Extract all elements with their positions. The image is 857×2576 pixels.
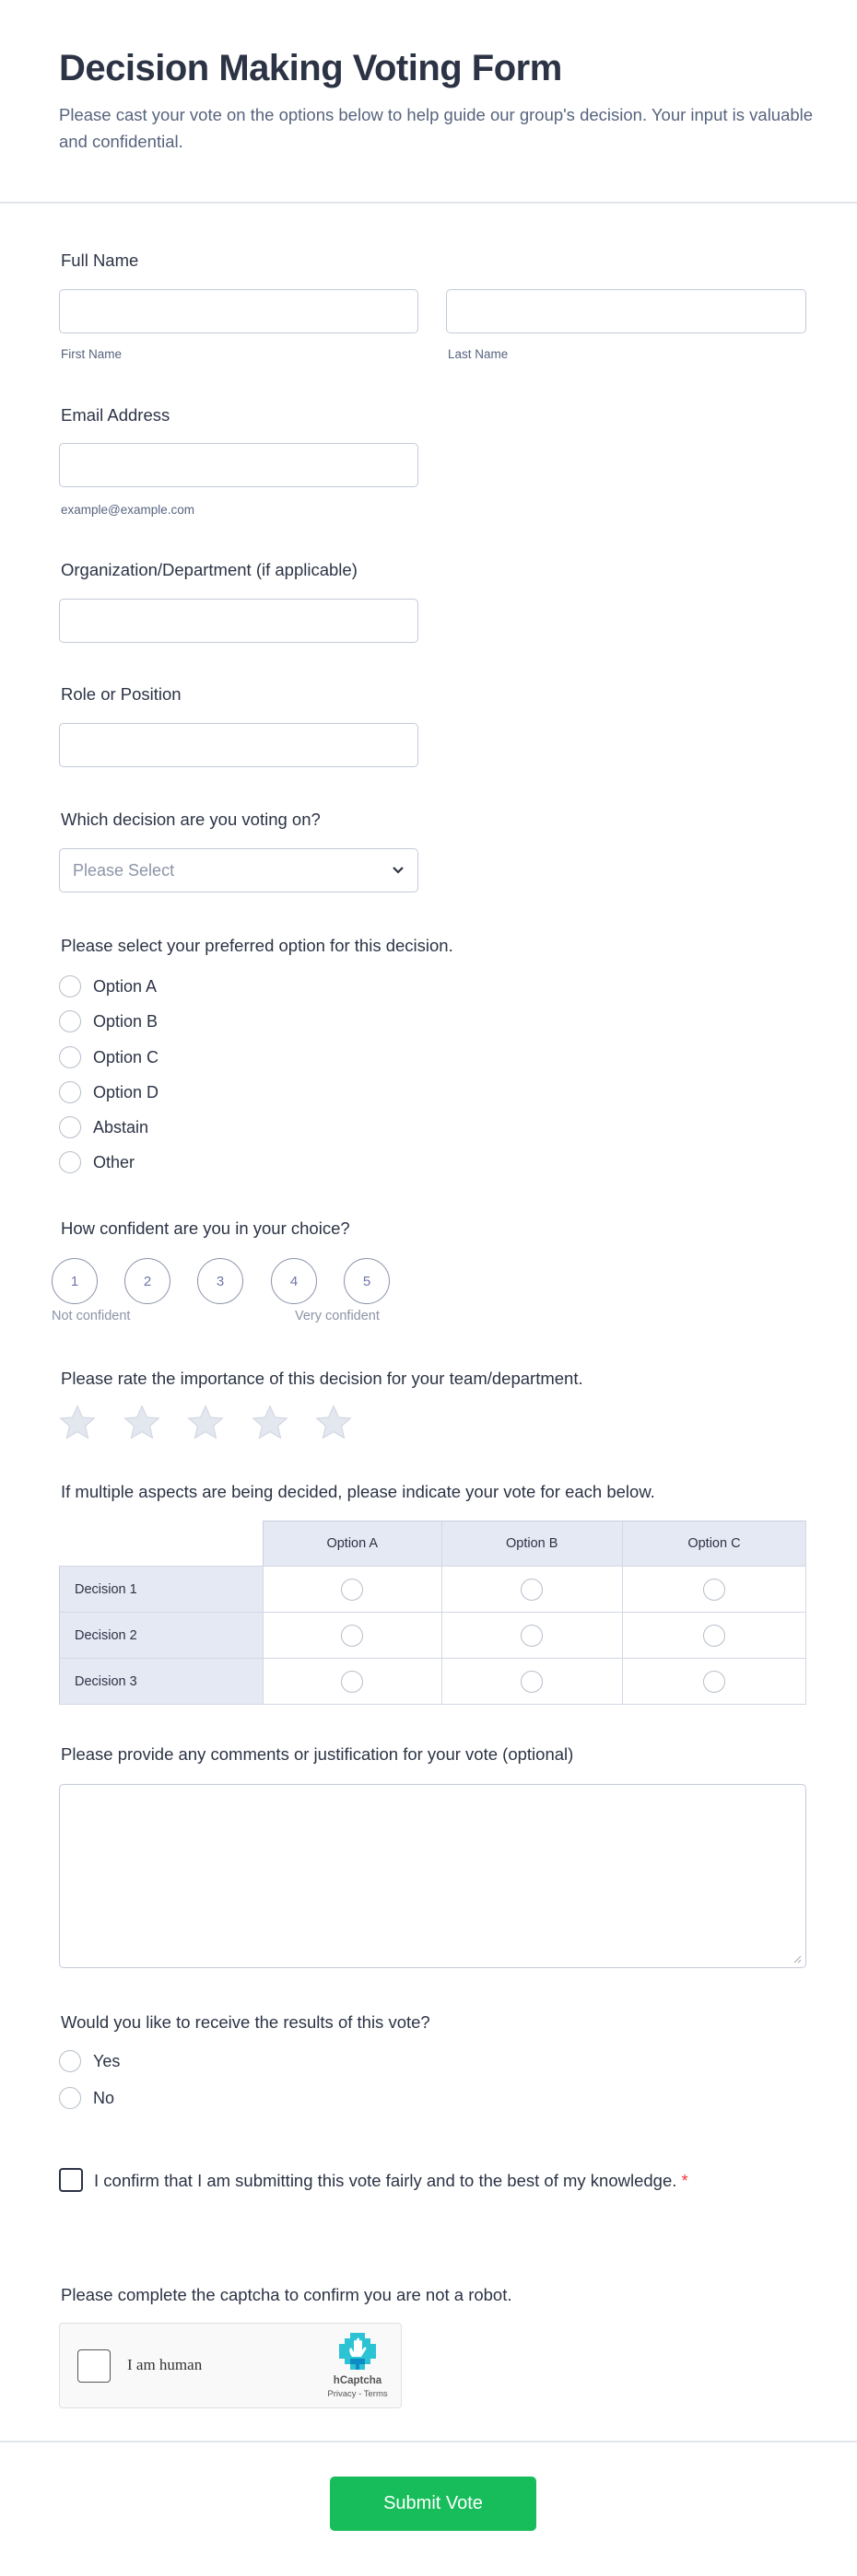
decision-select[interactable]: Please Select [59,848,418,892]
preferred-option[interactable]: Option B [59,1010,158,1032]
option-label: No [93,2088,115,2107]
matrix-radio[interactable] [702,1578,725,1601]
radio-circle[interactable] [59,1151,81,1173]
chevron-down-icon [393,867,404,874]
org-input[interactable] [59,599,418,643]
option-label: Yes [93,2051,121,2070]
preferred-option[interactable]: Option D [59,1081,158,1103]
email-sublabel: example@example.com [61,503,195,517]
importance-label: Please rate the importance of this decis… [61,1369,583,1388]
radio-circle[interactable] [59,1046,81,1068]
comments-textarea[interactable] [59,1784,806,1968]
star-icon[interactable] [123,1404,161,1442]
role-label: Role or Position [61,684,182,704]
matrix-label: If multiple aspects are being decided, p… [61,1482,655,1501]
org-label: Organization/Department (if applicable) [61,560,358,579]
scale-option-3[interactable]: 3 [197,1258,243,1304]
matrix-row-header: Decision 1 [59,1567,264,1613]
option-label: Option C [93,1047,159,1067]
star-icon[interactable] [186,1404,225,1442]
captcha-checkbox[interactable] [77,2349,111,2383]
decision-select-value: Please Select [73,860,175,880]
preferred-option[interactable]: Abstain [59,1116,148,1138]
results-label: Would you like to receive the results of… [61,2012,430,2032]
required-asterisk: * [681,2171,688,2190]
preferred-option[interactable]: Other [59,1151,135,1173]
confirm-label: I confirm that I am submitting this vote… [94,2171,677,2190]
scale-option-2[interactable]: 2 [124,1258,170,1304]
star-icon[interactable] [314,1404,353,1442]
hcaptcha-links[interactable]: Privacy - Terms [327,2389,388,2399]
preferred-option[interactable]: Option C [59,1046,158,1068]
radio-circle[interactable] [59,1081,81,1103]
option-label: Option A [93,976,158,996]
page-title: Decision Making Voting Form [59,48,562,88]
scale-option-5[interactable]: 5 [344,1258,390,1304]
radio-circle[interactable] [59,1116,81,1138]
matrix-radio[interactable] [341,1624,364,1647]
radio-circle[interactable] [59,1010,81,1032]
matrix-corner [59,1521,264,1567]
radio-circle[interactable] [59,975,81,997]
results-option-yes[interactable]: Yes [59,2050,120,2072]
matrix-radio[interactable] [702,1624,725,1647]
preferred-label: Please select your preferred option for … [61,936,453,955]
hcaptcha-logo-icon [339,2333,376,2370]
option-label: Option B [93,1011,158,1031]
comments-label: Please provide any comments or justifica… [61,1744,574,1764]
star-icon[interactable] [58,1404,97,1442]
hcaptcha-brand: hCaptcha [333,2375,382,2386]
matrix-column-header: Option C [622,1521,806,1567]
divider [0,202,857,204]
decision-label: Which decision are you voting on? [61,810,321,829]
matrix-radio[interactable] [521,1624,544,1647]
confidence-label: How confident are you in your choice? [61,1218,350,1238]
submit-button[interactable]: Submit Vote [330,2477,536,2531]
first-name-sublabel: First Name [61,347,123,361]
role-input[interactable] [59,723,418,767]
captcha-checkbox-label: I am human [127,2356,203,2373]
results-option-no[interactable]: No [59,2087,114,2109]
full-name-label: Full Name [61,251,139,270]
scale-option-1[interactable]: 1 [52,1258,98,1304]
matrix-radio[interactable] [341,1670,364,1693]
last-name-sublabel: Last Name [448,347,509,361]
option-label: Other [93,1152,135,1171]
email-label: Email Address [61,405,170,425]
decision-matrix: Option A Option B Option C Decision 1 De… [59,1521,806,1705]
email-input[interactable] [59,443,418,487]
footer-divider [0,2441,857,2442]
scale-low-label: Not confident [52,1309,131,1323]
matrix-row-header: Decision 3 [59,1659,264,1705]
matrix-radio[interactable] [341,1578,364,1601]
captcha-label: Please complete the captcha to confirm y… [61,2285,512,2304]
first-name-input[interactable] [59,289,418,333]
scale-option-4[interactable]: 4 [271,1258,317,1304]
star-icon[interactable] [251,1404,289,1442]
radio-circle[interactable] [59,2050,81,2072]
resize-handle-icon[interactable] [792,1954,802,1964]
scale-high-label: Very confident [295,1309,380,1323]
matrix-radio[interactable] [702,1670,725,1693]
last-name-input[interactable] [446,289,806,333]
preferred-option[interactable]: Option A [59,975,157,997]
radio-circle[interactable] [59,2087,81,2109]
matrix-radio[interactable] [521,1670,544,1693]
page-subtitle: Please cast your vote on the options bel… [59,105,814,151]
matrix-row-header: Decision 2 [59,1613,264,1659]
hcaptcha-widget: I am human hCaptcha Privacy - Terms [59,2323,402,2408]
option-label: Option D [93,1082,159,1102]
matrix-column-header: Option B [441,1521,623,1567]
confirm-text: I confirm that I am submitting this vote… [59,2168,704,2193]
option-label: Abstain [93,1117,149,1136]
matrix-radio[interactable] [521,1578,544,1601]
confirm-checkbox[interactable] [59,2168,83,2192]
matrix-column-header: Option A [264,1521,442,1567]
